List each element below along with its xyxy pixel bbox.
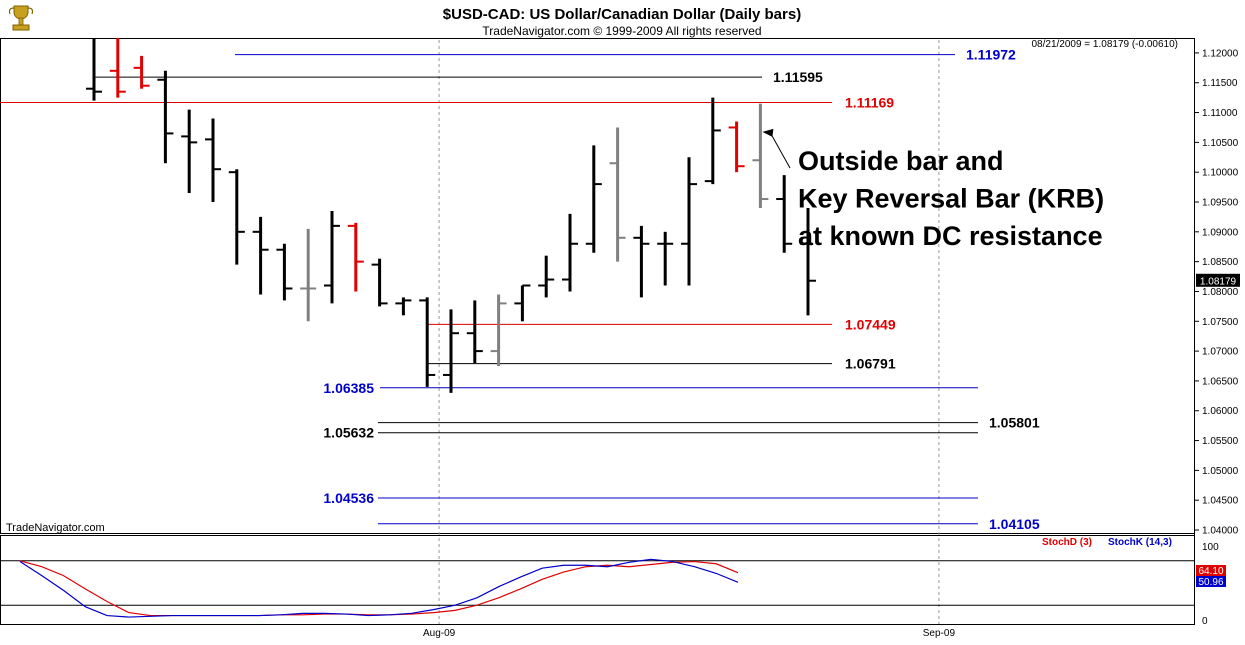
stochd-value: 64.10 [1198,566,1223,577]
ohlc-bar [585,145,602,253]
ohlc-bar [776,175,793,253]
ohlc-bar [252,216,269,295]
ohlc-bar [133,55,150,89]
y-tick-label: 1.05500 [1202,436,1239,447]
stochd-value-box [1196,565,1226,576]
y-tick-label: 1.10000 [1202,168,1239,179]
ohlc-bar [752,103,769,208]
ohlc-bar [395,297,412,316]
y-tick-label: 1.06500 [1202,376,1239,387]
ohlc-bar [538,255,555,298]
level-label: 1.11972 [966,47,1016,63]
x-tick-label: Aug-09 [423,628,456,639]
y-tick-label: 1.11500 [1202,78,1238,89]
ohlc-bar [228,169,245,265]
y-tick-label: 1.11000 [1202,108,1238,119]
y-tick-label: 1.07000 [1202,347,1239,358]
ohlc-bar [466,300,483,364]
y-tick-label: 1.09500 [1202,198,1239,209]
level-label: 1.05632 [323,425,374,441]
level-label: 1.06385 [323,380,374,396]
annotation-arrowhead [762,128,774,137]
trophy-logo-icon [8,5,34,31]
watermark: TradeNavigator.com [6,522,105,534]
ohlc-bar [300,228,317,322]
level-label: 1.04105 [989,516,1040,532]
y-tick-label: 1.05000 [1202,466,1239,477]
ohlc-bar [371,258,388,307]
ohlc-bar [443,309,459,393]
y-tick-label: 1.08500 [1202,257,1239,268]
ohlc-bar [347,222,364,292]
stochk-line [19,558,739,618]
ohlc-bar [86,38,102,101]
ohlc-bar [490,294,507,367]
y-tick-label: 1.07500 [1202,317,1239,328]
last-price-box [1196,273,1240,287]
x-tick-label: Sep-09 [923,628,956,639]
stoch-y-tick-label: 100 [1202,542,1219,553]
y-tick-label: 1.06000 [1202,406,1239,417]
y-tick-label: 1.10500 [1202,138,1239,149]
annotation-text: Key Reversal Bar (KRB) [798,184,1104,214]
chart-subtitle: TradeNavigator.com © 1999-2009 All right… [482,24,761,38]
stochk-legend: StochK (14,3) [1108,537,1172,548]
header-readout: 08/21/2009 = 1.08179 (-0.00610) [1031,39,1178,50]
ohlc-bar [205,118,221,203]
stochd-legend: StochD (3) [1042,537,1092,548]
level-label: 1.07449 [845,316,896,332]
ohlc-bar [728,121,745,173]
chart-title: $USD-CAD: US Dollar/Canadian Dollar (Dai… [443,6,801,23]
stoch-y-tick-label: 0 [1202,616,1208,627]
y-tick-label: 1.08000 [1202,287,1239,298]
ohlc-bar [157,70,174,164]
last-price-label: 1.08179 [1200,276,1237,287]
level-label: 1.04536 [323,490,374,506]
ohlc-bar [609,127,626,262]
ohlc-bar [633,225,650,298]
level-label: 1.05801 [989,415,1040,431]
annotation-text: Outside bar and [798,146,1004,176]
ohlc-bar [562,213,578,292]
annotation-text: at known DC resistance [798,221,1103,251]
annotation-arrow [769,132,791,169]
ohlc-bar [657,231,674,286]
ohlc-bar [276,243,293,301]
y-tick-label: 1.09000 [1202,227,1239,238]
level-label: 1.11595 [773,69,823,85]
y-tick-label: 1.12000 [1202,48,1239,59]
level-label: 1.06791 [845,356,896,372]
ohlc-bar [109,38,126,98]
ohlc-bar [181,109,198,194]
y-tick-label: 1.04500 [1202,496,1239,507]
y-tick-label: 1.04000 [1202,526,1239,537]
stochk-value-box [1196,576,1226,587]
ohlc-bar [800,207,816,316]
ohlc-bar [681,157,697,286]
ohlc-bar [324,210,340,304]
ohlc-bar [514,284,531,322]
level-label: 1.11169 [845,94,894,110]
ohlc-bar [419,297,436,387]
stochk-value: 50.96 [1198,577,1223,588]
ohlc-bar [704,97,721,185]
